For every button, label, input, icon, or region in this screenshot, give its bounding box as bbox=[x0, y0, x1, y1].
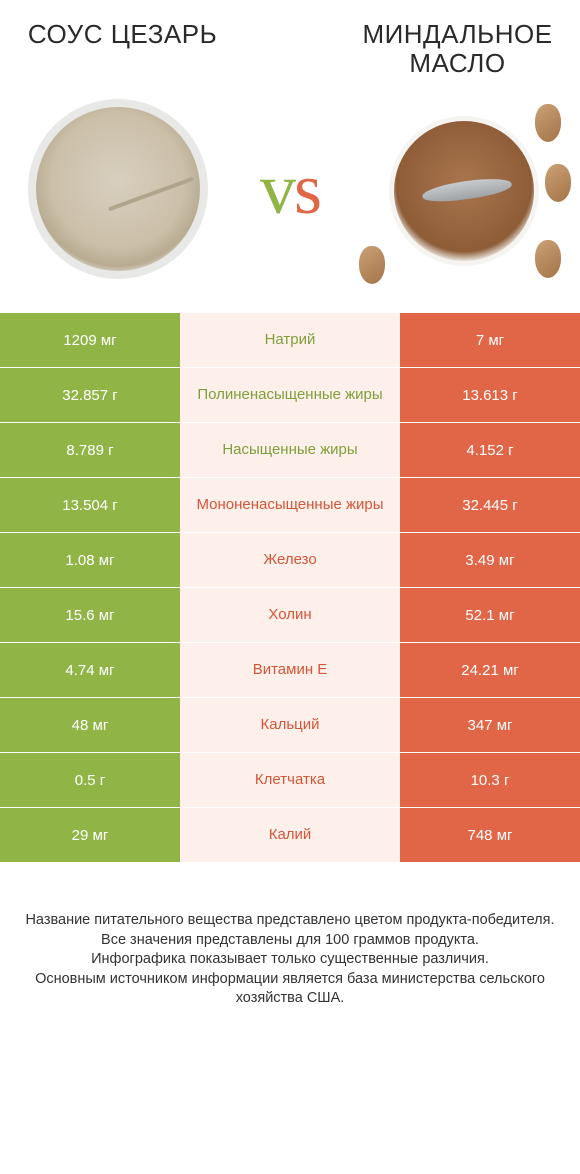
nutrient-label: Кальций bbox=[180, 698, 400, 752]
left-value: 0.5 г bbox=[0, 753, 180, 807]
table-row: 0.5 гКлетчатка10.3 г bbox=[0, 753, 580, 808]
table-row: 29 мгКалий748 мг bbox=[0, 808, 580, 863]
caesar-bowl-icon bbox=[28, 99, 208, 279]
right-product-image bbox=[362, 89, 562, 289]
almond-butter-icon bbox=[367, 94, 557, 284]
left-value: 8.789 г bbox=[0, 423, 180, 477]
table-row: 48 мгКальций347 мг bbox=[0, 698, 580, 753]
nutrient-label: Холин bbox=[180, 588, 400, 642]
nutrient-label: Насыщенные жиры bbox=[180, 423, 400, 477]
right-value: 13.613 г bbox=[400, 368, 580, 422]
footnote-line: Название питательного вещества представл… bbox=[20, 911, 560, 931]
right-value: 7 мг bbox=[400, 313, 580, 367]
infographic-container: СОУС ЦЕЗАРЬ МИНДАЛЬНОЕ МАСЛО vs 1209 мгН… bbox=[0, 0, 580, 1009]
left-product-image bbox=[18, 89, 218, 289]
vs-label: vs bbox=[260, 148, 320, 231]
nutrient-label: Витамин E bbox=[180, 643, 400, 697]
right-value: 32.445 г bbox=[400, 478, 580, 532]
right-value: 347 мг bbox=[400, 698, 580, 752]
table-row: 13.504 гМононенасыщенные жиры32.445 г bbox=[0, 478, 580, 533]
left-value: 32.857 г bbox=[0, 368, 180, 422]
footnote-line: Все значения представлены для 100 граммо… bbox=[20, 931, 560, 951]
footnotes: Название питательного вещества представл… bbox=[0, 871, 580, 1009]
nutrient-label: Натрий bbox=[180, 313, 400, 367]
images-row: vs bbox=[0, 77, 580, 313]
comparison-table: 1209 мгНатрий7 мг32.857 гПолиненасыщенны… bbox=[0, 313, 580, 871]
right-value: 3.49 мг bbox=[400, 533, 580, 587]
right-value: 10.3 г bbox=[400, 753, 580, 807]
table-row: 15.6 мгХолин52.1 мг bbox=[0, 588, 580, 643]
left-value: 13.504 г bbox=[0, 478, 180, 532]
right-value: 748 мг bbox=[400, 808, 580, 862]
table-row: 8.789 гНасыщенные жиры4.152 г bbox=[0, 423, 580, 478]
nutrient-label: Полиненасыщенные жиры bbox=[180, 368, 400, 422]
table-row: 4.74 мгВитамин E24.21 мг bbox=[0, 643, 580, 698]
left-product-title: СОУС ЦЕЗАРЬ bbox=[10, 10, 235, 49]
right-value: 4.152 г bbox=[400, 423, 580, 477]
left-value: 48 мг bbox=[0, 698, 180, 752]
left-value: 1209 мг bbox=[0, 313, 180, 367]
nutrient-label: Калий bbox=[180, 808, 400, 862]
table-row: 1209 мгНатрий7 мг bbox=[0, 313, 580, 368]
left-value: 29 мг bbox=[0, 808, 180, 862]
nutrient-label: Мононенасыщенные жиры bbox=[180, 478, 400, 532]
nutrient-label: Клетчатка bbox=[180, 753, 400, 807]
left-value: 4.74 мг bbox=[0, 643, 180, 697]
right-value: 24.21 мг bbox=[400, 643, 580, 697]
table-row: 1.08 мгЖелезо3.49 мг bbox=[0, 533, 580, 588]
right-product-title: МИНДАЛЬНОЕ МАСЛО bbox=[345, 10, 570, 77]
right-value: 52.1 мг bbox=[400, 588, 580, 642]
footnote-line: Основным источником информации является … bbox=[20, 970, 560, 1009]
footnote-line: Инфографика показывает только существенн… bbox=[20, 950, 560, 970]
left-value: 1.08 мг bbox=[0, 533, 180, 587]
table-row: 32.857 гПолиненасыщенные жиры13.613 г bbox=[0, 368, 580, 423]
nutrient-label: Железо bbox=[180, 533, 400, 587]
header-row: СОУС ЦЕЗАРЬ МИНДАЛЬНОЕ МАСЛО bbox=[0, 0, 580, 77]
left-value: 15.6 мг bbox=[0, 588, 180, 642]
